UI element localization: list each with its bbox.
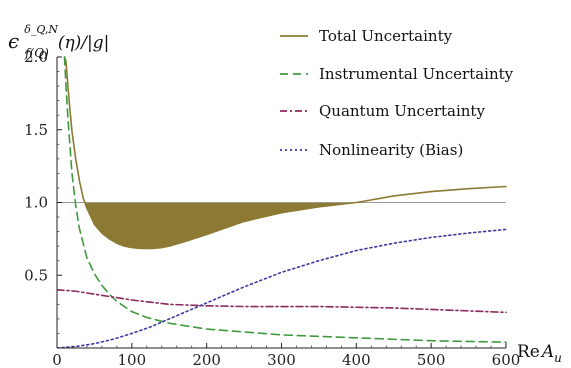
legend-label-nonlinearity-bias: Nonlinearity (Bias) [319, 141, 463, 159]
legend: Total Uncertainty Instrumental Uncertaint… [280, 27, 514, 159]
y-tick-label: 0.5 [24, 266, 48, 284]
series-line-nonlinearity-bias [57, 228, 507, 348]
y-tick-label: 1.0 [24, 194, 48, 212]
x-tick-label: 600 [492, 351, 521, 368]
axes: 0 100 200 300 400 500 600 0.5 1.0 1.5 2.0 [24, 48, 520, 368]
y-tick-label: 1.5 [24, 121, 48, 139]
plot-area [57, 56, 507, 348]
x-tick-label: 300 [267, 351, 296, 368]
x-tick-label: 100 [118, 351, 147, 368]
x-tick-label: 500 [417, 351, 446, 368]
legend-label-instrumental-uncertainty: Instrumental Uncertainty [319, 65, 514, 83]
x-tick-label: 200 [192, 351, 221, 368]
x-axis-label: Re Au [517, 342, 562, 365]
y-tick-label: 2.0 [24, 48, 48, 66]
legend-label-total-uncertainty: Total Uncertainty [319, 27, 453, 45]
series-line-total-uncertainty [63, 56, 507, 250]
y-axis-label: ϵ δ_Q,N f(Q) (η)/|g| [8, 18, 109, 61]
x-tick-label: 400 [342, 351, 371, 368]
series-line-quantum-uncertainty [57, 289, 507, 314]
x-tick-label: 0 [52, 351, 62, 368]
legend-label-quantum-uncertainty: Quantum Uncertainty [319, 102, 485, 120]
shaded-region [85, 202, 356, 249]
series-line-instrumental-uncertainty [63, 56, 507, 343]
